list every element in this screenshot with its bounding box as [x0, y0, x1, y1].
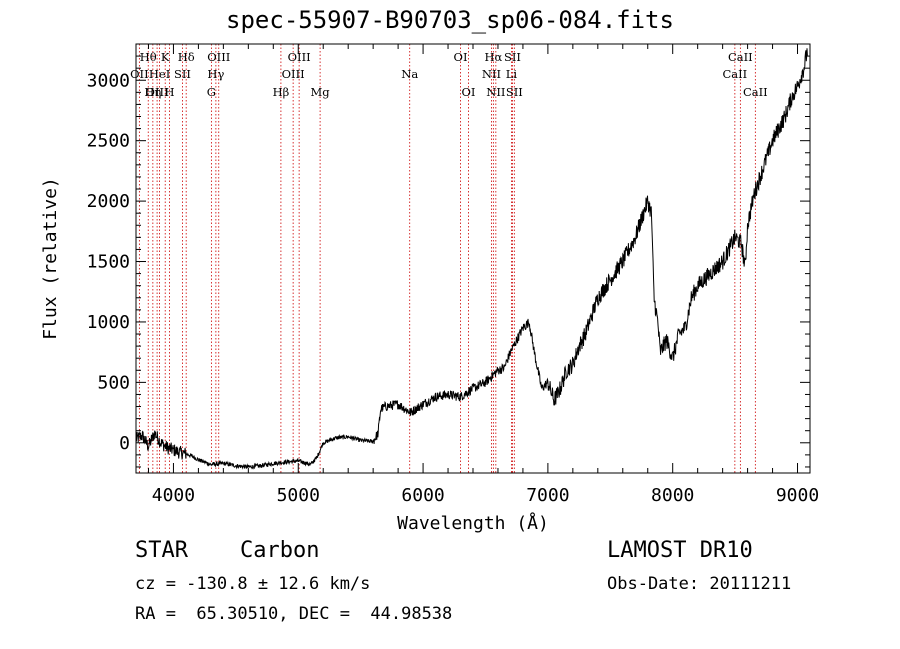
spectral-line-label: SII — [174, 67, 191, 81]
y-tick-label: 500 — [97, 372, 130, 393]
spectral-line-label: CaII — [728, 50, 753, 64]
spectral-line-label: OIII — [288, 50, 311, 64]
spectral-line-label: CaII — [743, 85, 768, 99]
y-axis: 0 500 1000 1500 2000 2500 3000 — [87, 55, 810, 468]
spectral-line-label: Hδ — [178, 50, 195, 64]
y-tick-label: 2500 — [87, 131, 130, 152]
spectral-line-label: CaII — [722, 67, 747, 81]
spectral-line-label: Mg — [311, 85, 331, 99]
y-axis-label: Flux (relative) — [40, 177, 61, 340]
survey-name: LAMOST DR10 — [607, 538, 753, 563]
spectral-line-labels: Hθ OII OIII K HeI Hη H SII Hδ OIII Hγ G Hβ OIII OIII Mg… — [130, 50, 768, 99]
x-axis-label: Wavelength (Å) — [397, 512, 549, 534]
x-axis: 4000 5000 6000 7000 8000 9000 — [147, 44, 819, 506]
spectral-line-label: Na — [401, 67, 418, 81]
y-tick-label: 0 — [119, 433, 130, 454]
chart-title: spec-55907-B90703_sp06-084.fits — [226, 6, 674, 34]
x-tick-label: 4000 — [152, 485, 195, 506]
x-tick-label: 7000 — [526, 485, 569, 506]
y-tick-label: 1000 — [87, 312, 130, 333]
spectrum-series — [135, 48, 808, 470]
spectral-line-label: SII — [504, 50, 521, 64]
x-tick-label: 8000 — [651, 485, 694, 506]
object-class: STAR — [135, 538, 188, 563]
spectral-line-label: OI — [454, 50, 468, 64]
spectral-line-label: OIII — [282, 67, 305, 81]
spectral-line-label: HeI — [149, 67, 170, 81]
spectral-line-label: SII — [506, 85, 523, 99]
spectral-line-label: Hη — [144, 85, 161, 99]
obs-date: Obs-Date: 20111211 — [607, 574, 792, 594]
spectral-line-markers — [138, 44, 756, 473]
spectral-line-label: Hγ — [207, 67, 224, 81]
y-tick-label: 3000 — [87, 70, 130, 91]
x-tick-label: 6000 — [401, 485, 444, 506]
redshift-value: cz = -130.8 ± 12.6 km/s — [135, 574, 371, 594]
spectral-line-label: OI — [462, 85, 476, 99]
object-subclass: Carbon — [240, 538, 320, 563]
spectral-line-label: H — [165, 85, 175, 99]
x-tick-label: 5000 — [277, 485, 320, 506]
coordinates: RA = 65.30510, DEC = 44.98538 — [135, 604, 453, 624]
spectral-line-label: Hα — [484, 50, 502, 64]
spectral-line-label: NII — [482, 67, 501, 81]
plot-frame — [135, 43, 811, 474]
spectral-line-label: NII — [486, 85, 505, 99]
spectral-line-label: OIII — [146, 85, 169, 99]
y-tick-label: 2000 — [87, 191, 130, 212]
spectral-line-label: G — [207, 85, 216, 99]
spectral-line-label: K — [161, 50, 170, 64]
spectral-line-label: Li — [506, 67, 518, 81]
spectral-line-label: Hβ — [273, 85, 290, 99]
spectral-line-label: Hθ — [140, 50, 157, 64]
spectral-line-label: OII — [130, 67, 149, 81]
y-tick-label: 1500 — [87, 252, 130, 273]
x-tick-label: 9000 — [776, 485, 819, 506]
spectral-line-label: OIII — [207, 50, 230, 64]
